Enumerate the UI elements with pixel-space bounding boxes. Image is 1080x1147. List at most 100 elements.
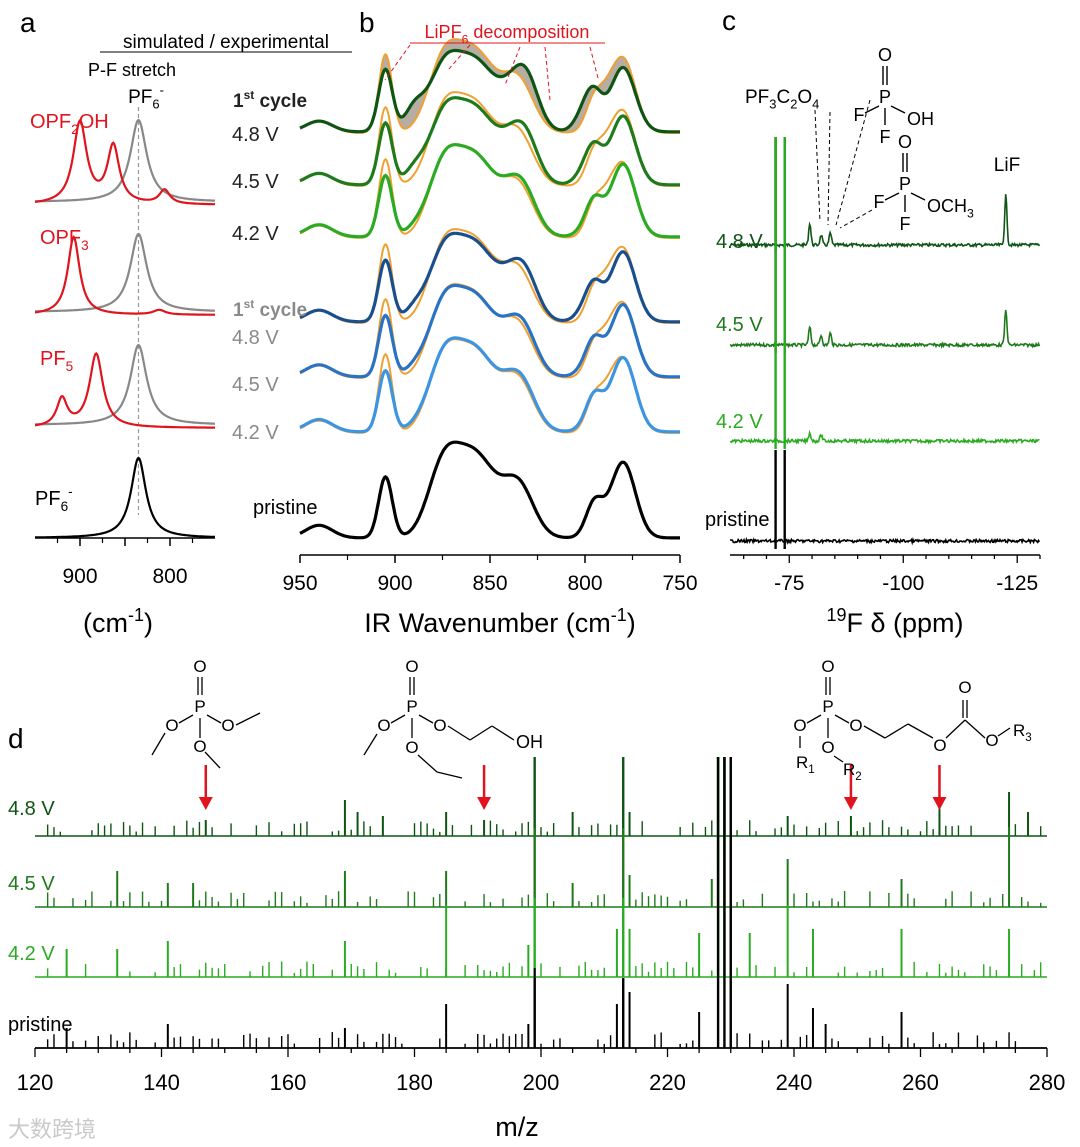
panel-d: d 120 140 160 180 200 220 240 260 280 m/z 4.8 V 4.5 … [8, 657, 1065, 1142]
x-tick-label: 900 [62, 565, 97, 588]
atom-o: O [821, 738, 834, 757]
x-tick-label: 120 [17, 1070, 54, 1095]
annotation-leader [589, 46, 599, 79]
x-tick-label: -125 [996, 572, 1038, 595]
bond [151, 732, 166, 756]
pf6-reference-label: PF6- [128, 82, 164, 111]
atom-o: O [433, 716, 446, 735]
curve-label: PF5 [40, 348, 73, 374]
panel-label-a: a [20, 7, 36, 38]
panel-label-c: c [722, 5, 736, 36]
annotation-pf3c2o4: PF3C2O4 [745, 87, 819, 112]
nmr-spectrum [729, 429, 1040, 445]
x-tick-label: -75 [774, 572, 804, 595]
atom-o: O [958, 678, 971, 697]
panel-a-title: simulated / experimental [123, 32, 329, 53]
atom-och3: OCH3 [927, 196, 974, 220]
voltage-label: 4.5 V [232, 171, 279, 193]
panel-label-d: d [8, 723, 24, 754]
atom-o: O [793, 716, 806, 735]
x-tick-label: 950 [282, 572, 317, 595]
atom-o: O [221, 716, 234, 735]
x-tick-label: 240 [776, 1070, 813, 1095]
experimental-curve [35, 232, 215, 313]
bond [833, 755, 844, 763]
nmr-spectrum [729, 194, 1041, 249]
atom-o: O [821, 657, 834, 676]
reference-orange-curve [299, 91, 680, 187]
reference-orange-curve [299, 338, 680, 434]
bond [863, 725, 886, 739]
panel-b: b 950 900 850 800 750 IR Wavenumber (cm-1) 1st … [232, 7, 698, 638]
panel-a: 900 800 (cm-1) simulated / experimental P-F … [20, 7, 352, 638]
annotation-leader [835, 99, 871, 226]
x-tick-label: -100 [882, 572, 924, 595]
bond [907, 723, 934, 739]
atom-oh: OH [516, 732, 543, 752]
atom-p: P [194, 697, 205, 716]
atom-f: F [854, 105, 865, 125]
atom-o: O [193, 737, 206, 756]
annotation-leader [839, 209, 873, 229]
atom-f: F [880, 127, 891, 147]
annotation-leader [544, 46, 551, 101]
curve-label: OPF2OH [30, 111, 109, 137]
voltage-label: 4.8 V [232, 327, 279, 349]
series-label: pristine [705, 509, 769, 531]
panel-a-subtitle: P-F stretch [88, 60, 176, 80]
bond [806, 714, 822, 724]
x-tick-label: 180 [396, 1070, 433, 1095]
x-tick-label: 260 [902, 1070, 939, 1095]
x-tick-label: 140 [143, 1070, 180, 1095]
bond [884, 192, 900, 201]
spectrum-curve [299, 96, 680, 187]
series-label: 4.2 V [716, 411, 763, 433]
bond [884, 723, 909, 739]
bond [417, 754, 438, 773]
bond [997, 727, 1011, 737]
panel-label-b: b [359, 7, 375, 38]
atom-o: O [849, 716, 862, 735]
x-axis-label: IR Wavenumber (cm-1) [364, 605, 636, 638]
voltage-label: 4.8 V [232, 124, 279, 146]
series-label: 4.5 V [8, 873, 55, 895]
bond [910, 192, 926, 201]
atom-oh: OH [907, 109, 934, 129]
atom-p: P [406, 697, 417, 716]
cycle-label-gray: 1st cycle [233, 297, 307, 321]
atom-p: P [899, 174, 911, 194]
panel-c: c -75 -100 -125 19F δ (ppm) 4.8 V 4.5 V 4.2 V pr… [705, 5, 1041, 638]
x-tick-label: 900 [377, 572, 412, 595]
voltage-label: 4.2 V [232, 422, 279, 444]
x-axis-label: 19F δ (ppm) [826, 605, 963, 638]
bond [363, 733, 378, 756]
spectrum-curve [299, 231, 680, 324]
spectrum-curve [299, 336, 680, 434]
curve-label: PF6- [35, 484, 73, 514]
nmr-spectrum [729, 309, 1041, 350]
bond [436, 771, 463, 779]
label-r1: R1 [796, 753, 815, 776]
voltage-label: 4.2 V [232, 223, 279, 245]
simulated-curve [34, 351, 215, 429]
bond [469, 725, 493, 741]
x-tick-label: 800 [567, 572, 602, 595]
spectrum-curve [299, 283, 680, 379]
atom-o: O [405, 738, 418, 757]
x-tick-label: 750 [662, 572, 697, 595]
x-axis-label: m/z [495, 1112, 539, 1142]
x-tick-label: 800 [152, 565, 187, 588]
annotation-lif: LiF [994, 155, 1020, 176]
curve-label: OPF3 [40, 227, 89, 253]
bond [178, 714, 194, 724]
x-tick-label: 200 [523, 1070, 560, 1095]
atom-p: P [879, 87, 891, 107]
pristine-label: pristine [253, 497, 317, 519]
atom-o: O [933, 736, 946, 755]
atom-f: F [900, 214, 911, 234]
series-label: 4.8 V [8, 798, 55, 820]
reference-orange-curve [299, 143, 680, 239]
atom-o: O [898, 132, 912, 152]
series-label: 4.2 V [8, 943, 55, 965]
spectrum-curve [299, 143, 680, 239]
